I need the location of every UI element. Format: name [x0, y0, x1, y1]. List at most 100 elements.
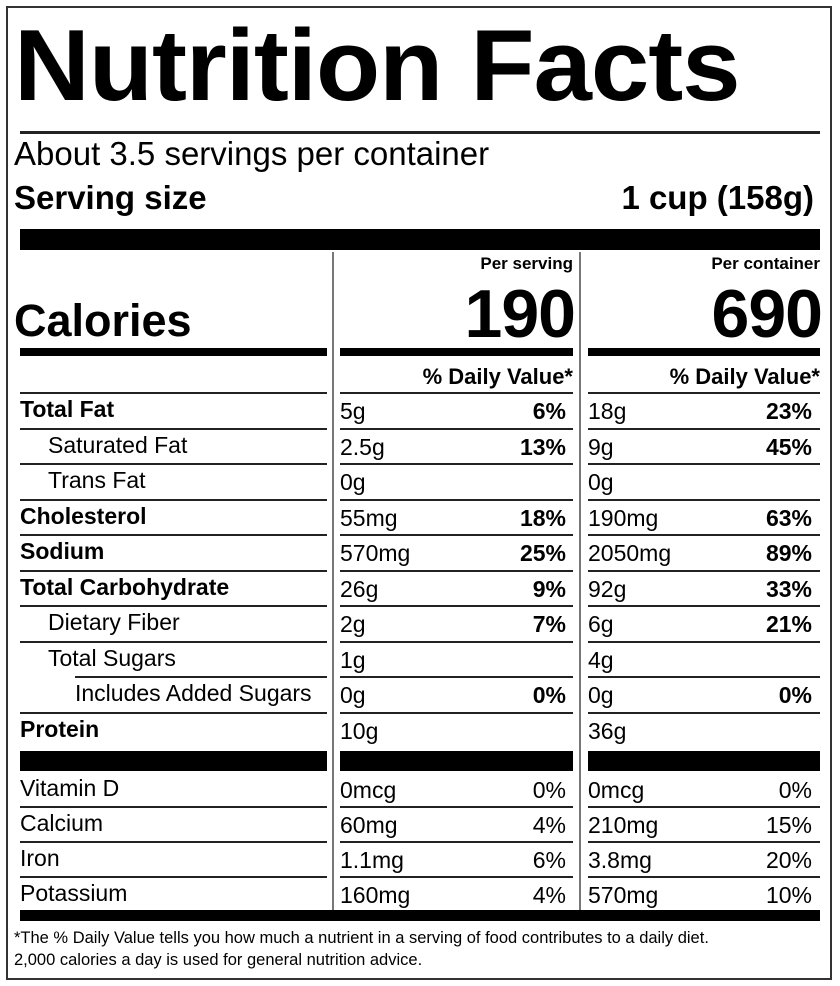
micronutrient-label: Potassium — [20, 880, 128, 906]
nutrient-label: Dietary Fiber — [48, 609, 180, 635]
nutrient-container-daily-value: 33% — [765, 575, 812, 602]
micronutrient-serving-daily-value: 4% — [532, 882, 566, 908]
nutrient-serving-cell: 0g — [340, 467, 566, 497]
nutrient-serving-amount: 55mg — [340, 504, 398, 531]
calories-rule-serving — [340, 348, 573, 356]
micronutrient-container-daily-value: 10% — [765, 882, 812, 908]
nutrient-serving-cell: 55mg 18% — [340, 503, 566, 533]
nutrient-serving-cell: 0g 0% — [340, 680, 566, 710]
row-rule — [588, 534, 820, 536]
row-rule — [588, 570, 820, 572]
micronutrient-serving-daily-value: 4% — [532, 812, 566, 838]
nutrient-container-cell: 92g 33% — [588, 574, 812, 604]
nutrient-container-cell: 2050mg 89% — [588, 538, 812, 568]
row-rule — [340, 641, 573, 643]
nutrient-serving-cell: 10g — [340, 716, 566, 746]
micronutrient-container-daily-value: 20% — [765, 847, 812, 873]
micronutrient-container-cell: 3.8mg 20% — [588, 845, 812, 875]
row-rule — [588, 428, 820, 430]
row-rule — [20, 712, 327, 714]
micronutrient-container-amount: 210mg — [588, 812, 659, 838]
row-rule — [20, 392, 327, 394]
micronutrient-container-daily-value: 0% — [778, 777, 812, 803]
label-title: Nutrition Facts — [14, 10, 741, 122]
nutrient-label: Total Sugars — [48, 644, 176, 671]
nutrient-label: Protein — [20, 715, 100, 742]
row-rule — [20, 463, 327, 465]
nutrient-serving-daily-value: 25% — [519, 540, 566, 566]
nutrition-facts-label — [6, 6, 832, 980]
micronutrient-serving-amount: 160mg — [340, 882, 411, 908]
nutrient-serving-cell: 570mg 25% — [340, 538, 566, 568]
micronutrient-divider-thick — [340, 751, 573, 771]
footnote-line-1: *The % Daily Value tells you how much a … — [14, 929, 709, 947]
row-rule — [340, 676, 573, 678]
footer-divider-thick — [20, 910, 820, 921]
nutrient-label: Sodium — [20, 538, 105, 564]
nutrient-container-amount: 0g — [588, 682, 614, 708]
nutrient-container-amount: 190mg — [588, 504, 659, 531]
row-rule — [340, 841, 573, 843]
micronutrient-serving-cell: 0mcg 0% — [340, 775, 566, 805]
row-rule — [588, 676, 820, 678]
row-rule — [340, 712, 573, 714]
nutrient-container-daily-value: 0% — [778, 682, 812, 708]
micronutrient-serving-cell: 1.1mg 6% — [340, 845, 566, 875]
row-rule — [588, 605, 820, 607]
nutrient-serving-amount: 2.5g — [340, 433, 385, 460]
nutrient-serving-amount: 5g — [340, 398, 366, 424]
nutrient-container-cell: 6g 21% — [588, 609, 812, 639]
nutrient-serving-daily-value: 0% — [532, 682, 566, 708]
daily-value-footnote: *The % Daily Value tells you how much a … — [14, 927, 824, 971]
micronutrient-serving-cell: 60mg 4% — [340, 810, 566, 840]
micronutrient-serving-amount: 60mg — [340, 812, 398, 838]
column-divider-2 — [579, 252, 581, 910]
micronutrient-serving-cell: 160mg 4% — [340, 880, 566, 910]
micronutrient-container-cell: 0mcg 0% — [588, 775, 812, 805]
nutrient-serving-daily-value: 13% — [519, 433, 566, 460]
nutrient-container-cell: 0g 0% — [588, 680, 812, 710]
nutrient-label: Cholesterol — [20, 502, 147, 529]
row-rule — [588, 392, 820, 394]
micronutrient-label: Calcium — [20, 810, 104, 836]
micronutrient-serving-amount: 1.1mg — [340, 847, 404, 873]
nutrient-label: Includes Added Sugars — [75, 680, 312, 706]
calories-per-serving: 190 — [464, 276, 576, 352]
footnote-line-2: 2,000 calories a day is used for general… — [14, 951, 423, 969]
nutrient-serving-amount: 0g — [340, 682, 366, 708]
micronutrient-container-amount: 0mcg — [588, 777, 645, 803]
row-rule — [588, 712, 820, 714]
micronutrient-serving-amount: 0mcg — [340, 777, 397, 803]
nutrient-container-amount: 4g — [588, 646, 614, 673]
nutrient-container-cell: 4g — [588, 645, 812, 675]
servings-per-container: About 3.5 servings per container — [14, 135, 490, 172]
micronutrient-container-amount: 570mg — [588, 882, 659, 908]
row-rule — [75, 676, 327, 678]
nutrient-container-daily-value: 89% — [765, 540, 812, 566]
nutrient-serving-amount: 10g — [340, 717, 379, 744]
nutrient-serving-amount: 570mg — [340, 540, 411, 566]
nutrient-serving-cell: 26g 9% — [340, 574, 566, 604]
row-rule — [340, 463, 573, 465]
nutrient-container-amount: 9g — [588, 433, 614, 460]
row-rule — [340, 806, 573, 808]
micronutrient-container-cell: 210mg 15% — [588, 810, 812, 840]
per-container-heading: Per container — [711, 254, 820, 273]
calories-rule-container — [588, 348, 820, 356]
micronutrient-label: Iron — [20, 845, 60, 871]
calories-rule-label — [20, 348, 327, 356]
nutrient-serving-amount: 2g — [340, 611, 366, 637]
nutrient-container-amount: 6g — [588, 611, 614, 637]
row-rule — [340, 605, 573, 607]
nutrient-container-amount: 2050mg — [588, 540, 672, 566]
nutrient-serving-daily-value: 9% — [532, 575, 566, 602]
row-rule — [340, 876, 573, 878]
nutrient-container-daily-value: 63% — [765, 504, 812, 531]
nutrient-container-cell: 9g 45% — [588, 432, 812, 462]
nutrient-container-daily-value: 45% — [765, 433, 812, 460]
row-rule — [340, 570, 573, 572]
row-rule — [20, 876, 327, 878]
row-rule — [588, 876, 820, 878]
row-rule — [340, 428, 573, 430]
nutrient-label: Trans Fat — [48, 467, 146, 493]
